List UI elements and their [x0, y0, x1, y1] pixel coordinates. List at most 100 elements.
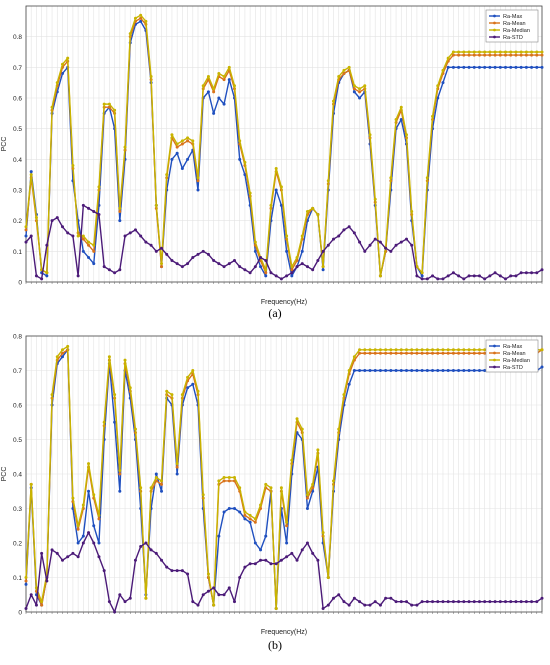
- data-point-ra-max: [285, 541, 289, 545]
- data-point-ra-median: [326, 576, 330, 579]
- data-point-ra-median: [34, 216, 38, 220]
- data-point-ra-median: [300, 427, 304, 431]
- data-point-ra-std: [227, 586, 231, 590]
- data-point-ra-mean: [467, 53, 471, 57]
- data-point-ra-mean: [457, 53, 461, 57]
- data-point-ra-median: [524, 50, 528, 54]
- data-point-ra-std: [368, 243, 372, 247]
- data-point-ra-mean: [160, 482, 164, 486]
- legend-label: Ra-Mean: [503, 21, 526, 27]
- data-point-ra-median: [483, 348, 487, 352]
- data-point-ra-max: [441, 369, 445, 372]
- data-point-ra-median: [149, 75, 153, 79]
- y-tick-label: 0.8: [13, 334, 22, 341]
- data-point-ra-median: [55, 355, 59, 359]
- data-point-ra-std: [71, 551, 75, 555]
- data-point-ra-mean: [483, 351, 487, 355]
- data-point-ra-median: [488, 50, 492, 54]
- data-point-ra-std: [535, 600, 539, 604]
- data-point-ra-max: [420, 274, 424, 278]
- data-point-ra-median: [425, 348, 429, 352]
- data-point-ra-median: [217, 71, 221, 75]
- data-point-ra-max: [238, 157, 242, 161]
- data-point-ra-std: [87, 206, 91, 210]
- data-point-ra-median: [248, 191, 252, 195]
- data-point-ra-std: [201, 593, 205, 597]
- data-point-ra-median: [97, 513, 101, 517]
- data-point-ra-mean: [92, 249, 96, 253]
- data-point-ra-std: [253, 562, 257, 566]
- data-point-ra-std: [342, 228, 346, 232]
- data-point-ra-std: [154, 551, 158, 555]
- data-point-ra-std: [160, 246, 164, 250]
- data-point-ra-median: [509, 50, 513, 54]
- y-tick-label: 0.5: [13, 126, 22, 133]
- data-point-ra-median: [248, 513, 252, 517]
- data-point-ra-max: [358, 96, 362, 100]
- data-point-ra-mean: [352, 87, 356, 91]
- data-point-ra-median: [170, 393, 174, 397]
- data-point-ra-std: [196, 252, 200, 256]
- data-point-ra-std: [498, 600, 502, 604]
- chart-b-svg: 0 0.1 0.2 0.3 0.4 0.5 0.6 0.7 0.8 PCC Frequency(Hz…: [1, 334, 544, 636]
- data-point-ra-std: [123, 600, 127, 604]
- data-point-ra-std: [519, 600, 523, 604]
- data-point-ra-max: [399, 369, 403, 372]
- data-point-ra-max: [504, 65, 508, 69]
- data-point-ra-mean: [504, 53, 508, 57]
- data-point-ra-max: [279, 203, 283, 207]
- x-axis-label: Frequency(Hz): [261, 629, 307, 636]
- data-point-ra-std: [394, 243, 398, 247]
- data-point-ra-std: [373, 600, 377, 604]
- data-point-ra-median: [363, 84, 367, 88]
- data-point-ra-median: [139, 13, 143, 17]
- data-point-ra-median: [410, 209, 414, 213]
- data-point-ra-std: [347, 603, 351, 607]
- data-point-ra-median: [160, 479, 164, 483]
- data-point-ra-std: [352, 231, 356, 235]
- data-point-ra-std: [279, 558, 283, 562]
- legend-marker: [493, 365, 496, 369]
- data-point-ra-median: [76, 524, 80, 528]
- data-point-ra-std: [128, 596, 132, 600]
- data-point-ra-median: [232, 84, 236, 88]
- data-point-ra-std: [212, 586, 216, 590]
- data-point-ra-max: [462, 369, 466, 372]
- data-point-ra-max: [259, 265, 263, 269]
- data-point-ra-max: [60, 355, 64, 359]
- data-point-ra-max: [217, 96, 221, 100]
- data-point-ra-std: [274, 274, 278, 278]
- data-point-ra-std: [238, 576, 242, 579]
- data-point-ra-mean: [540, 53, 544, 57]
- data-point-ra-std: [415, 603, 419, 607]
- data-point-ra-std: [483, 277, 487, 281]
- data-point-ra-std: [92, 541, 96, 545]
- data-point-ra-std: [175, 569, 179, 573]
- data-point-ra-std: [60, 558, 64, 562]
- data-point-ra-std: [144, 541, 148, 545]
- data-point-ra-median: [196, 389, 200, 393]
- data-point-ra-std: [118, 593, 122, 597]
- data-point-ra-std: [290, 271, 294, 275]
- data-point-ra-max: [352, 369, 356, 372]
- y-tick-label: 0.8: [13, 34, 22, 41]
- data-point-ra-median: [472, 348, 476, 352]
- data-point-ra-max: [305, 507, 309, 510]
- data-point-ra-mean: [389, 351, 393, 355]
- data-point-ra-max: [87, 489, 91, 493]
- data-point-ra-median: [457, 50, 461, 54]
- data-point-ra-mean: [305, 496, 309, 500]
- data-point-ra-median: [519, 50, 523, 54]
- data-point-ra-mean: [290, 268, 294, 272]
- data-point-ra-std: [399, 600, 403, 604]
- legend-marker: [493, 35, 496, 39]
- data-point-ra-median: [462, 348, 466, 352]
- data-point-ra-std: [55, 551, 59, 555]
- data-point-ra-std: [467, 274, 471, 278]
- data-point-ra-std: [441, 277, 445, 281]
- data-point-ra-median: [285, 520, 289, 524]
- data-point-ra-median: [446, 56, 450, 60]
- data-point-ra-std: [483, 600, 487, 604]
- data-point-ra-max: [358, 369, 362, 372]
- data-point-ra-median: [34, 586, 38, 590]
